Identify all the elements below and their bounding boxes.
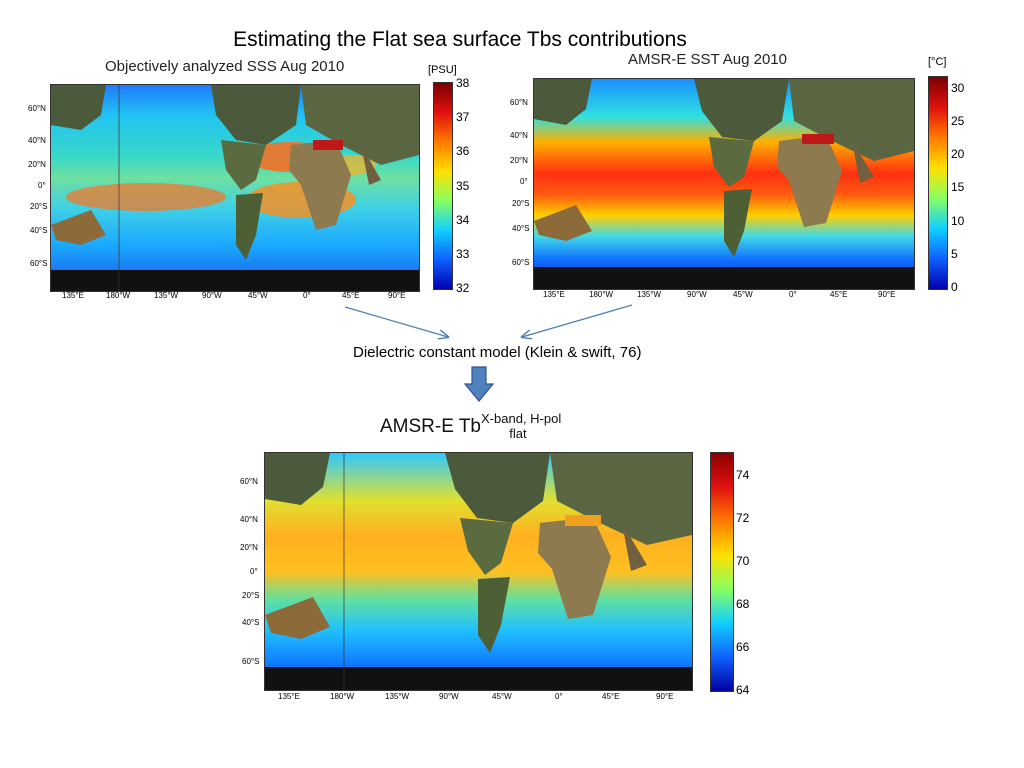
sst-lon-tick: 135°E — [543, 290, 565, 299]
tb-colorbar-tick: 66 — [736, 640, 750, 654]
sst-lat-tick: 60°N — [510, 98, 528, 107]
sst-lon-tick: 0° — [789, 290, 797, 299]
sst-lon-tick: 45°W — [733, 290, 753, 299]
sst-lon-tick: 90°W — [687, 290, 707, 299]
tb-lat-tick: 0° — [250, 567, 258, 576]
sst-colorbar-tick: 0 — [951, 280, 958, 294]
tb-title-main: AMSR-E Tb — [380, 416, 482, 437]
tb-lat-tick: 20°S — [242, 591, 260, 600]
sst-colorbar-tick: 25 — [951, 114, 965, 128]
sss-lon-tick: 90°W — [202, 291, 222, 300]
tb-colorbar-tick: 72 — [736, 511, 750, 525]
sst-lon-tick: 90°E — [878, 290, 896, 299]
tb-lon-tick: 90°E — [656, 692, 674, 701]
sst-lat-tick: 40°S — [512, 224, 530, 233]
tb-lat-tick: 60°S — [242, 657, 260, 666]
sst-colorbar-tick: 5 — [951, 247, 958, 261]
tb-colorbar-tick: 74 — [736, 468, 750, 482]
sss-lat-tick: 20°S — [30, 202, 48, 211]
sst-lat-tick: 20°N — [510, 156, 528, 165]
tb-colorbar — [710, 452, 734, 692]
sss-lat-tick: 0° — [38, 181, 46, 190]
sss-lat-tick: 40°S — [30, 226, 48, 235]
tb-colorbar-tick: 68 — [736, 597, 750, 611]
tb-lat-tick: 40°S — [242, 618, 260, 627]
tb-lat-tick: 60°N — [240, 477, 258, 486]
sss-lon-tick: 90°E — [388, 291, 406, 300]
sss-lat-tick: 60°N — [28, 104, 46, 113]
sss-panel-title: Objectively analyzed SSS Aug 2010 — [105, 58, 345, 75]
sss-lon-tick: 135°E — [62, 291, 84, 300]
tb-title-superscript: X-band, H-pol — [481, 411, 562, 426]
tb-lat-tick: 40°N — [240, 515, 258, 524]
tb-map — [264, 452, 693, 691]
arrow-from-sss — [344, 306, 448, 337]
tb-panel-title: AMSR-E TbX-band, H-polflat — [380, 411, 579, 441]
sss-lat-tick: 40°N — [28, 136, 46, 145]
sst-lat-tick: 60°S — [512, 258, 530, 267]
sst-lat-tick: 40°N — [510, 131, 528, 140]
sss-colorbar-tick: 35 — [456, 179, 470, 193]
sst-lon-tick: 135°W — [637, 290, 662, 299]
sst-colorbar-tick: 30 — [951, 81, 965, 95]
tb-lon-tick: 90°W — [439, 692, 459, 701]
sss-colorbar-tick: 32 — [456, 281, 470, 295]
sss-lon-tick: 0° — [303, 291, 311, 300]
sss-colorbar-tick: 38 — [456, 76, 470, 90]
arrow-from-sst — [522, 304, 633, 337]
sst-lat-tick: 20°S — [512, 199, 530, 208]
tb-lon-tick: 135°W — [385, 692, 410, 701]
tb-colorbar-tick: 64 — [736, 683, 750, 697]
tb-lon-tick: 180°W — [330, 692, 355, 701]
sss-lon-tick: 135°W — [154, 291, 179, 300]
tb-lon-tick: 45°W — [492, 692, 512, 701]
sst-map — [533, 78, 915, 290]
tb-title-subscript: flat — [509, 426, 527, 441]
tb-lon-tick: 135°E — [278, 692, 300, 701]
sss-colorbar — [433, 82, 453, 290]
sst-lon-tick: 180°W — [589, 290, 614, 299]
tb-lon-tick: 45°E — [602, 692, 620, 701]
down-arrow-icon — [464, 366, 494, 402]
sss-unit-label: [PSU] — [428, 64, 457, 76]
sss-colorbar-tick: 36 — [456, 144, 470, 158]
sst-colorbar — [928, 76, 948, 290]
tb-colorbar-tick: 70 — [736, 554, 750, 568]
sst-colorbar-tick: 20 — [951, 147, 965, 161]
sst-unit-label: [°C] — [928, 56, 947, 68]
tb-lat-tick: 20°N — [240, 543, 258, 552]
sst-panel-title: AMSR-E SST Aug 2010 — [628, 51, 787, 68]
tb-lon-tick: 0° — [555, 692, 563, 701]
sss-colorbar-tick: 37 — [456, 110, 470, 124]
sst-colorbar-tick: 15 — [951, 180, 965, 194]
sss-lon-tick: 180°W — [106, 291, 131, 300]
dielectric-model-label: Dielectric constant model (Klein & swift… — [353, 344, 642, 361]
sst-lon-tick: 45°E — [830, 290, 848, 299]
sss-colorbar-tick: 34 — [456, 213, 470, 227]
sss-colorbar-tick: 33 — [456, 247, 470, 261]
sst-colorbar-tick: 10 — [951, 214, 965, 228]
sss-lon-tick: 45°E — [342, 291, 360, 300]
sss-lat-tick: 20°N — [28, 160, 46, 169]
sst-lat-tick: 0° — [520, 177, 528, 186]
sss-map — [50, 84, 420, 292]
sss-lon-tick: 45°W — [248, 291, 268, 300]
slide-title: Estimating the Flat sea surface Tbs cont… — [233, 28, 687, 51]
sss-lat-tick: 60°S — [30, 259, 48, 268]
